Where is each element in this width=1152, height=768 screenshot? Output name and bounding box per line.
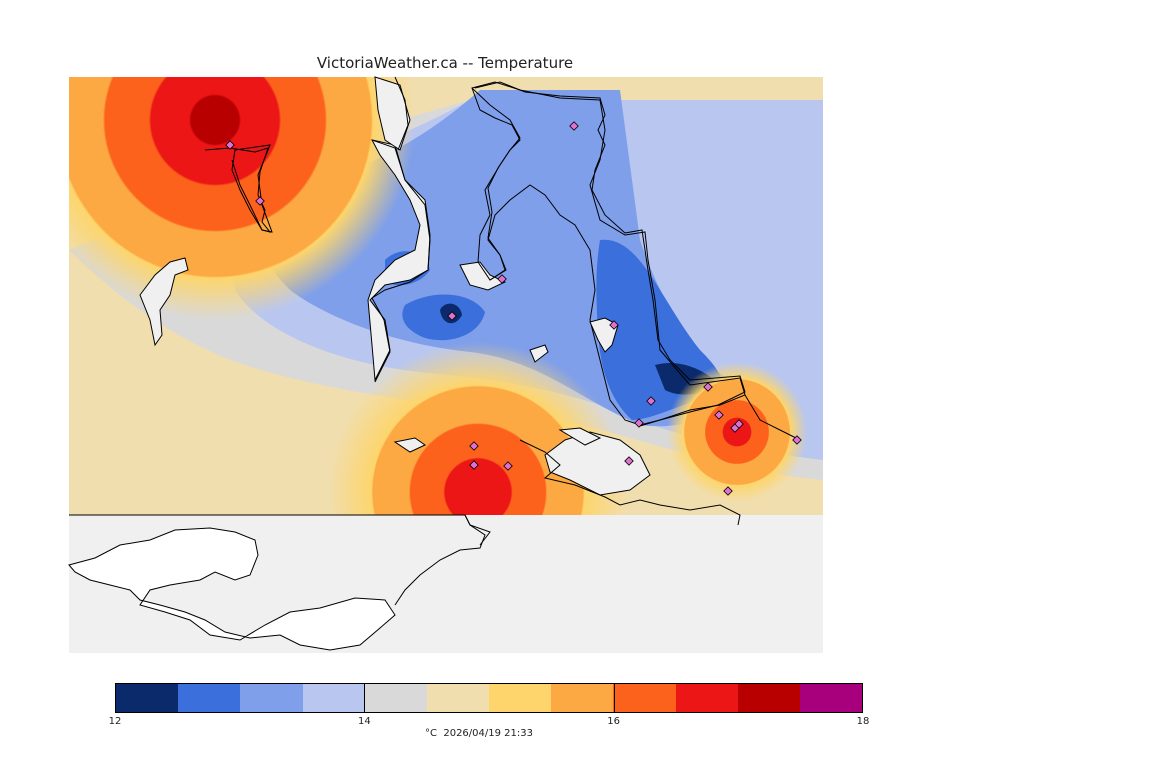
color-scale-cell	[178, 684, 241, 712]
color-scale-cell	[240, 684, 303, 712]
station-marker[interactable]	[723, 486, 733, 496]
station-marker[interactable]	[714, 410, 724, 420]
color-scale-bar	[115, 683, 863, 713]
station-marker[interactable]	[569, 121, 579, 131]
coastline-layer	[204, 76, 801, 546]
color-scale-tick-label: 18	[856, 716, 870, 727]
station-marker[interactable]	[634, 418, 644, 428]
color-scale-tick-mark	[613, 683, 615, 713]
station-marker[interactable]	[646, 396, 656, 406]
color-scale-cell	[364, 684, 427, 712]
station-marker[interactable]	[225, 140, 235, 150]
color-scale-cell	[116, 684, 179, 712]
color-scale-cell	[799, 684, 863, 712]
color-scale-cell	[489, 684, 552, 712]
station-marker[interactable]	[497, 274, 507, 284]
color-scale-cell	[737, 684, 800, 712]
station-marker[interactable]	[503, 461, 513, 471]
color-scale-tick-mark	[364, 683, 366, 713]
station-marker[interactable]	[624, 456, 634, 466]
station-marker[interactable]	[447, 311, 457, 321]
station-marker[interactable]	[703, 382, 713, 392]
color-scale-cell	[675, 684, 738, 712]
station-marker[interactable]	[734, 419, 744, 429]
color-scale-cell	[613, 684, 676, 712]
station-marker[interactable]	[792, 435, 802, 445]
chart-title: VictoriaWeather.ca -- Temperature	[316, 54, 574, 72]
station-marker[interactable]	[469, 441, 479, 451]
station-marker[interactable]	[469, 460, 479, 470]
units-timestamp: °C 2026/04/19 21:33	[425, 728, 533, 739]
station-marker[interactable]	[255, 196, 265, 206]
color-scale-cell	[551, 684, 614, 712]
color-scale-cell	[426, 684, 490, 712]
station-markers	[225, 121, 802, 496]
color-scale-tick-label: 12	[108, 716, 122, 727]
landmass-layer	[68, 76, 746, 651]
color-scale-cell	[302, 684, 365, 712]
color-scale-tick-label: 16	[607, 716, 621, 727]
color-scale-tick-label: 14	[357, 716, 371, 727]
station-marker[interactable]	[609, 320, 619, 330]
temperature-field	[69, 77, 823, 515]
